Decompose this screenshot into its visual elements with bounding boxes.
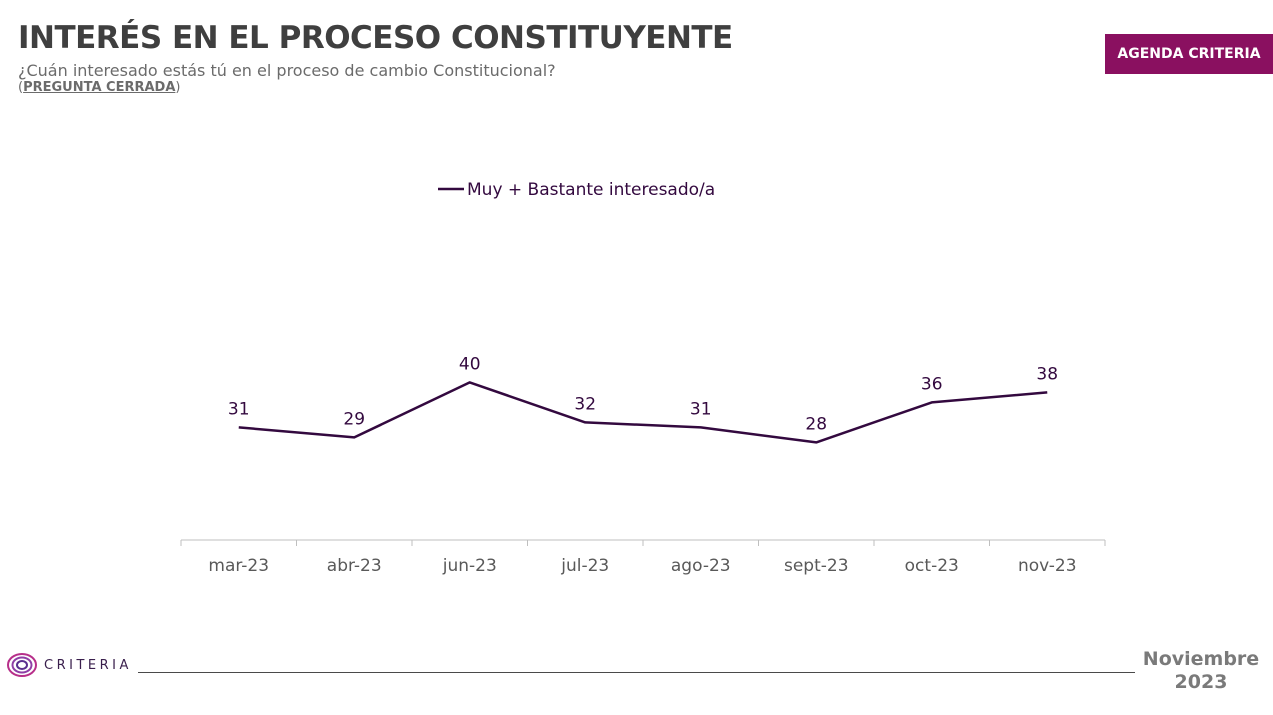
data-label: 36 [921, 374, 943, 394]
line-chart: mar-23 abr-23 jun-23 jul-23 ago-23 sept-23 oct… [180, 180, 1106, 576]
question-type: (PREGUNTA CERRADA) [18, 80, 180, 95]
data-label: 40 [459, 354, 481, 374]
date-year: 2023 [1174, 671, 1228, 693]
x-tick-label: jul-23 [560, 556, 609, 576]
data-label: 31 [690, 399, 712, 419]
agenda-badge: AGENDA CRITERIA [1105, 34, 1273, 74]
data-label: 28 [805, 414, 827, 434]
footer-divider [138, 672, 1135, 673]
data-label: 38 [1036, 364, 1058, 384]
data-label: 32 [574, 394, 596, 414]
report-date: Noviembre 2023 [1132, 648, 1270, 694]
x-tick-label: ago-23 [671, 556, 731, 576]
criteria-logo: CRITERIA [6, 652, 132, 678]
date-month: Noviembre [1142, 648, 1260, 670]
page-title: INTERÉS EN EL PROCESO CONSTITUYENTE [18, 20, 733, 56]
x-tick-label: nov-23 [1018, 556, 1077, 576]
x-tick-label: abr-23 [327, 556, 382, 576]
series-line [238, 381, 1048, 444]
x-tick-label: oct-23 [905, 556, 959, 576]
question-text: ¿Cuán interesado estás tú en el proceso … [18, 61, 556, 80]
spiral-logo-icon [7, 653, 37, 677]
question-type-close: ) [175, 80, 181, 95]
legend-label: Muy + Bastante interesado/a [467, 180, 715, 200]
x-tick-label: mar-23 [208, 556, 269, 576]
x-tick-label: jun-23 [442, 556, 497, 576]
logo-text: CRITERIA [44, 657, 132, 673]
x-tick-label: sept-23 [784, 556, 849, 576]
question-type-open: ( [18, 80, 24, 95]
question-type-label: PREGUNTA CERRADA [23, 80, 176, 95]
data-label: 29 [343, 409, 365, 429]
data-label: 31 [228, 399, 250, 419]
